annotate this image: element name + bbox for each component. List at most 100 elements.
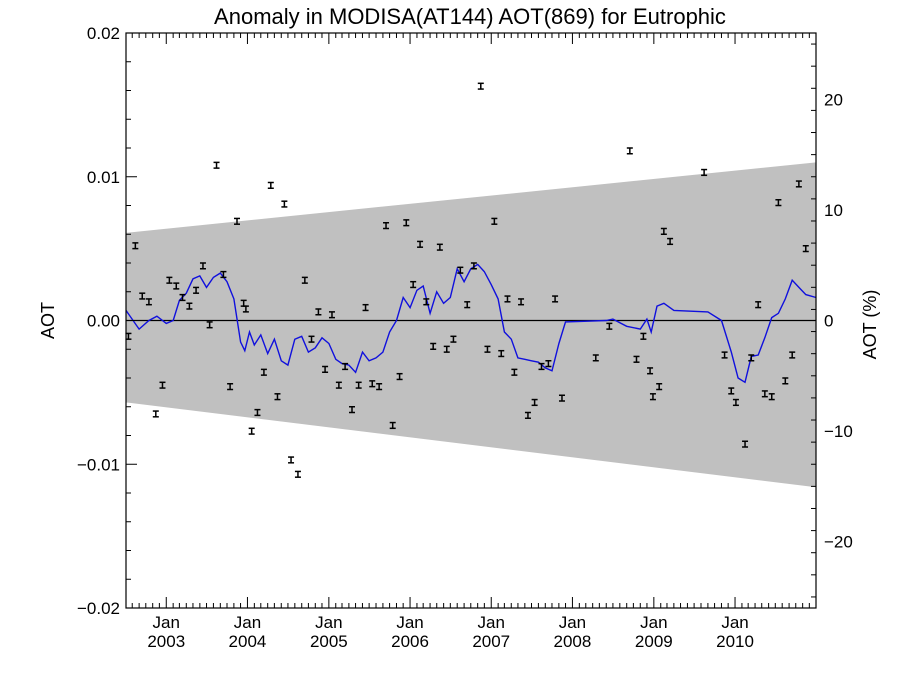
data-point: [403, 219, 410, 227]
data-point: [417, 240, 424, 248]
uncertainty-band-layer: [126, 162, 816, 488]
data-point: [477, 82, 484, 90]
y-tick-label-left: 0.00: [87, 312, 120, 331]
data-point: [206, 321, 213, 329]
chart-title: Anomaly in MODISA(AT144) AOT(869) for Eu…: [214, 4, 726, 29]
data-point: [260, 368, 267, 376]
data-point: [802, 245, 809, 253]
data-point: [538, 362, 545, 371]
data-point: [701, 168, 708, 177]
data-point: [789, 351, 796, 359]
data-point: [396, 372, 403, 381]
data-point: [732, 398, 739, 407]
x-tick-label-month: Jan: [721, 613, 748, 632]
x-tick-label-month: Jan: [478, 613, 505, 632]
data-point: [301, 276, 308, 284]
data-point: [288, 456, 295, 464]
data-point: [152, 410, 159, 418]
data-point: [132, 242, 139, 250]
data-point: [227, 383, 234, 391]
axes-layer: −0.02−0.010.000.010.02−20−1001020Jan2003…: [77, 24, 853, 651]
data-point: [308, 335, 315, 343]
data-point: [173, 282, 180, 290]
data-point: [139, 292, 146, 300]
data-point: [322, 365, 329, 373]
data-point: [498, 349, 505, 358]
data-point: [795, 180, 802, 188]
data-point: [552, 295, 559, 303]
data-point: [511, 368, 518, 376]
data-point: [355, 381, 362, 389]
data-points-layer: [125, 82, 809, 478]
y-tick-label-right: −10: [824, 422, 853, 441]
data-point: [315, 308, 322, 316]
data-point: [186, 302, 193, 310]
y-tick-label-right: −20: [824, 533, 853, 552]
data-point: [423, 298, 430, 306]
data-point: [640, 332, 647, 340]
data-point: [768, 393, 775, 401]
data-point: [248, 427, 255, 435]
x-tick-label-year: 2005: [310, 632, 348, 651]
data-point: [782, 377, 789, 385]
data-point: [558, 394, 565, 402]
trend-line: [125, 263, 817, 384]
x-tick-label-month: Jan: [234, 613, 261, 632]
x-tick-label-month: Jan: [153, 613, 180, 632]
y-axis-label-right: AOT (%): [860, 290, 880, 360]
data-point: [592, 354, 599, 362]
data-point: [755, 301, 762, 309]
data-point: [348, 406, 355, 414]
x-tick-label-month: Jan: [315, 613, 342, 632]
data-point: [242, 305, 249, 313]
x-tick-label-year: 2003: [147, 632, 185, 651]
data-point: [606, 322, 613, 330]
data-point: [274, 393, 281, 401]
y-tick-label-left: −0.02: [77, 599, 120, 618]
y-tick-label-right: 10: [824, 201, 843, 220]
data-point: [342, 362, 349, 371]
x-tick-label-year: 2006: [391, 632, 429, 651]
data-point: [728, 387, 735, 395]
data-point: [464, 301, 471, 309]
data-point: [294, 470, 301, 478]
data-point: [430, 342, 437, 350]
data-point: [633, 355, 640, 363]
data-point: [166, 276, 173, 284]
data-point: [362, 303, 369, 312]
data-point: [281, 200, 288, 208]
x-tick-label-month: Jan: [640, 613, 667, 632]
y-axis-label-left: AOT: [38, 302, 58, 339]
data-point: [647, 367, 654, 375]
data-point: [491, 217, 498, 225]
data-point: [267, 181, 274, 189]
data-point: [504, 295, 511, 303]
x-tick-label-month: Jan: [559, 613, 586, 632]
data-point: [721, 351, 728, 359]
data-point: [470, 262, 477, 270]
data-point: [220, 270, 227, 279]
data-point: [369, 380, 376, 388]
data-point: [667, 237, 674, 246]
data-point: [389, 421, 396, 430]
data-point: [524, 411, 531, 419]
x-tick-label-year: 2007: [472, 632, 510, 651]
data-point: [145, 298, 152, 306]
y-tick-label-right: 0: [824, 312, 833, 331]
data-point: [193, 286, 200, 294]
data-point: [761, 390, 768, 398]
data-point: [383, 222, 390, 230]
data-point: [649, 393, 656, 401]
data-point: [484, 345, 491, 353]
data-point: [545, 360, 552, 368]
x-tick-label-year: 2008: [554, 632, 592, 651]
data-point: [335, 381, 342, 389]
data-point: [410, 280, 417, 289]
data-point: [450, 335, 457, 343]
data-point: [443, 345, 450, 353]
data-point: [518, 298, 525, 306]
y-tick-label-left: 0.01: [87, 168, 120, 187]
data-point: [660, 227, 667, 235]
